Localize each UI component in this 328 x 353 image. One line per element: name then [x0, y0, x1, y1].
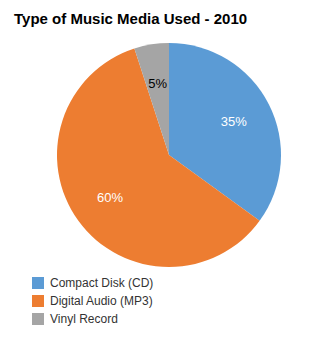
svg-text:60%: 60% — [97, 190, 123, 205]
svg-text:5%: 5% — [148, 76, 167, 91]
html-text:Compact Disk (CD): Compact Disk (CD) — [50, 276, 154, 290]
html-text:Vinyl Record: Vinyl Record — [50, 312, 118, 326]
html-text:Type of Music Media Used - 201: Type of Music Media Used - 2010 — [14, 10, 248, 27]
svg-text:35%: 35% — [221, 114, 247, 129]
html-text:Digital Audio (MP3): Digital Audio (MP3) — [50, 294, 153, 308]
